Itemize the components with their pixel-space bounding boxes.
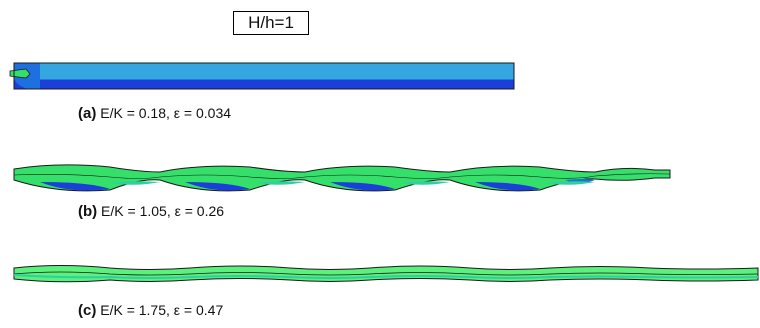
strip-a xyxy=(9,62,515,90)
strip-a-outline xyxy=(13,62,515,90)
caption-b-tag: (b) xyxy=(78,203,98,220)
strip-a-body-top xyxy=(14,63,514,80)
caption-b: (b) E/K = 1.05, ε = 0.26 xyxy=(78,203,224,220)
strip-b-shade-4 xyxy=(545,181,595,185)
strip-b xyxy=(13,164,671,192)
strip-b-trough-4 xyxy=(475,182,540,191)
strip-c-body xyxy=(13,265,759,283)
strip-b-shade-3 xyxy=(400,181,450,185)
strip-b-trough-3 xyxy=(330,182,395,191)
caption-c: (c) E/K = 1.75, ε = 0.47 xyxy=(78,302,223,319)
strip-b-shade-1 xyxy=(110,181,160,185)
strip-a-left-notch xyxy=(9,68,31,79)
caption-a-params: E/K = 0.18, ε = 0.034 xyxy=(100,105,232,121)
strip-a-body-bottom xyxy=(14,80,514,89)
strip-c-midline xyxy=(13,271,759,276)
strip-b-shade-2 xyxy=(255,181,305,185)
strip-b-trough-1 xyxy=(40,182,110,191)
strip-b-body xyxy=(13,164,671,192)
caption-b-params: E/K = 1.05, ε = 0.26 xyxy=(101,203,225,219)
caption-c-params: E/K = 1.75, ε = 0.47 xyxy=(100,302,224,318)
strip-b-midline xyxy=(13,173,671,179)
figure-title: H/h=1 xyxy=(233,11,309,35)
caption-c-tag: (c) xyxy=(78,302,97,319)
caption-a: (a) E/K = 0.18, ε = 0.034 xyxy=(78,105,231,122)
strip-b-trough-2 xyxy=(185,182,250,191)
strip-c-shade xyxy=(13,274,759,279)
strip-c xyxy=(13,265,759,283)
caption-a-tag: (a) xyxy=(78,105,97,122)
